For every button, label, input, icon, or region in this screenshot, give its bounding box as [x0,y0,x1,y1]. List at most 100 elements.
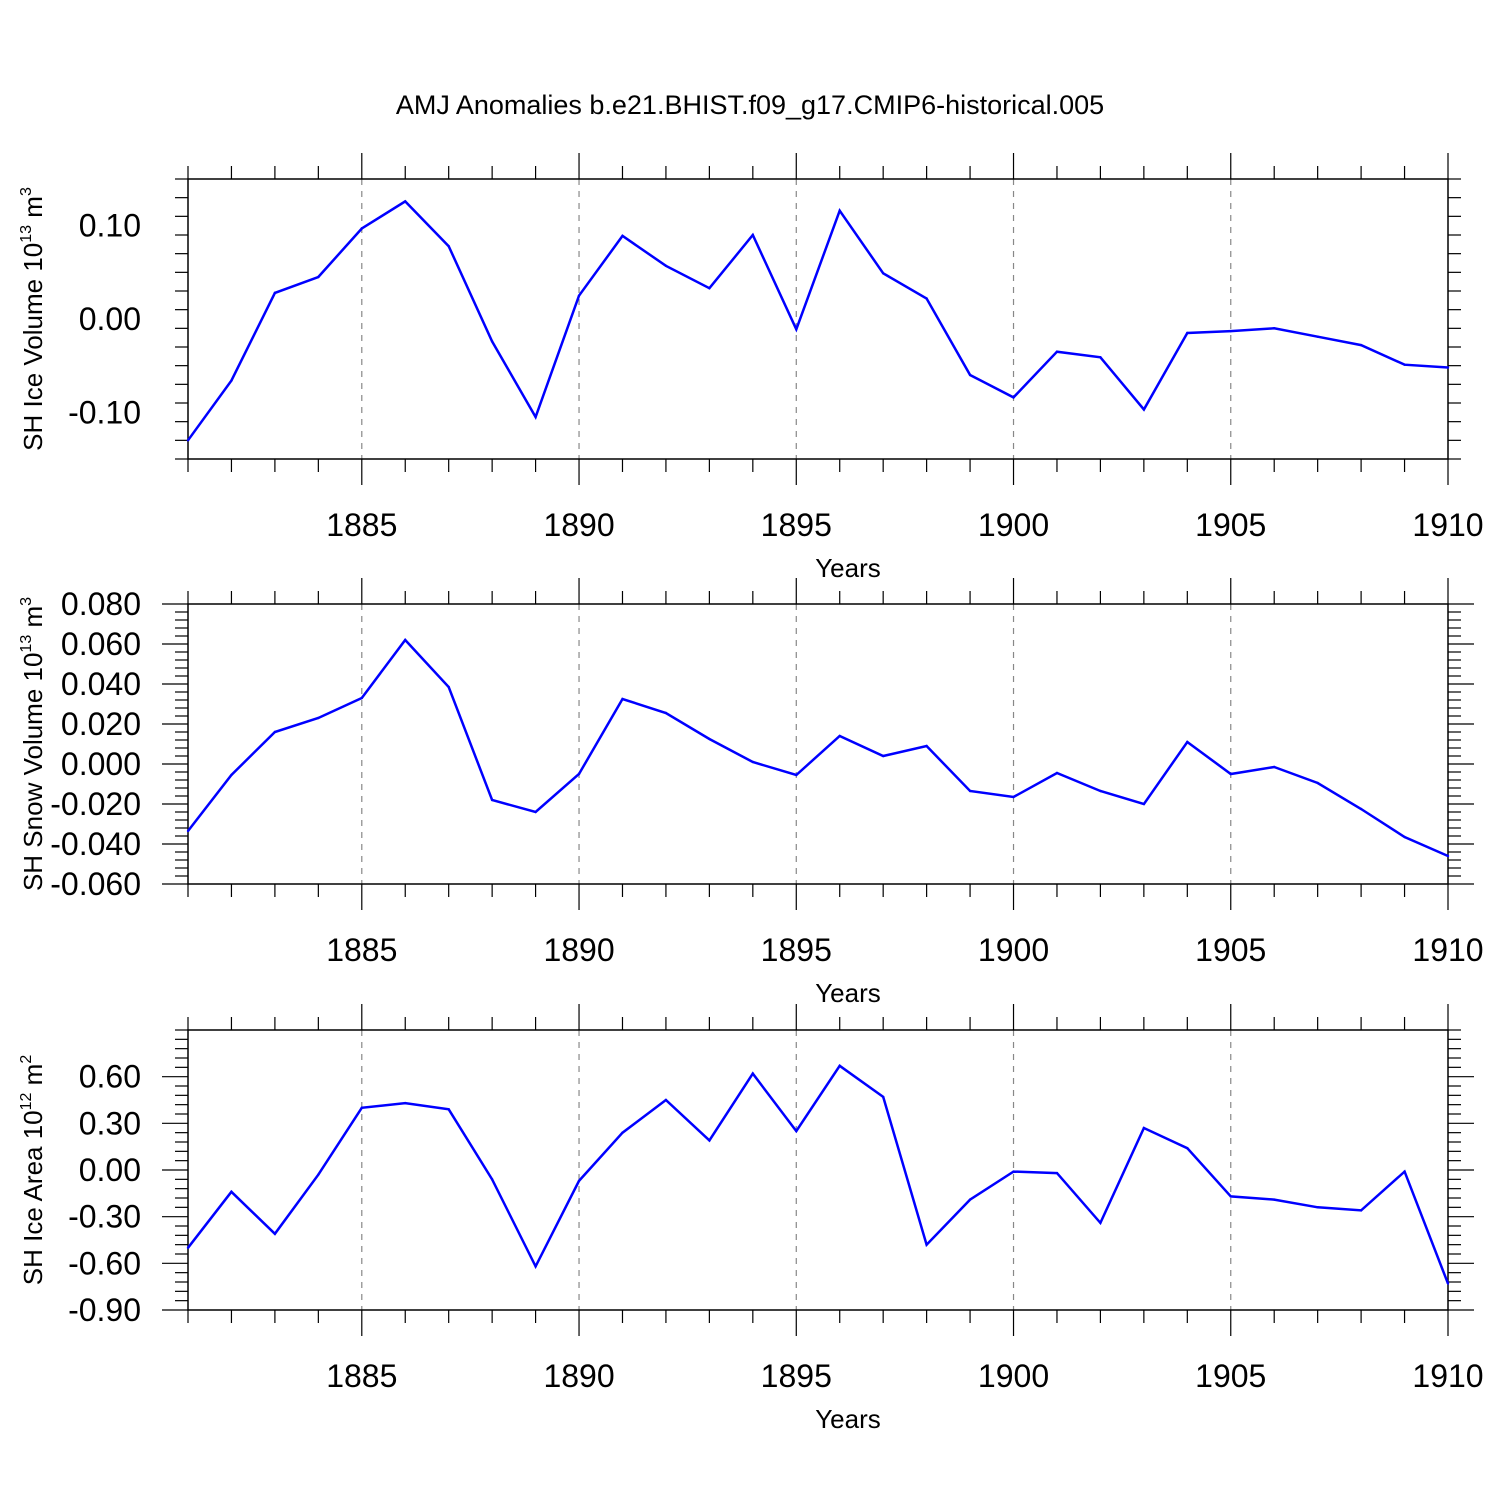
series-line [186,199,1449,442]
data-point-1892 [664,1098,668,1102]
x-tick-label: 1910 [1412,1358,1483,1394]
x-tick-label: 1905 [1195,932,1266,968]
data-point-1910 [1446,1282,1450,1285]
data-point-1884 [317,1173,320,1176]
y-tick-label: 0.080 [61,586,141,622]
data-point-1887 [447,245,450,248]
y-tick-label: -0.10 [68,394,141,430]
data-point-1887 [447,685,450,689]
data-point-1895 [795,328,798,331]
x-tick-label: 1900 [978,932,1049,968]
data-point-1909 [1403,363,1406,366]
data-point-1893 [708,1139,711,1142]
data-point-1882 [230,379,233,382]
data-point-1884 [317,716,320,720]
data-point-1907 [1316,335,1319,338]
data-point-1908 [1359,807,1363,811]
x-tick-label: 1895 [761,507,832,543]
y-tick-label: 0.000 [61,746,141,782]
data-point-1903 [1142,1126,1146,1130]
x-tick-label: 1885 [326,932,397,968]
data-point-1909 [1403,835,1406,839]
panel-3: 1885 1890 1895 1900 1905 1910 -0.90 -0.60 -0.30 0… [18,1004,1484,1434]
data-point-1889 [534,1265,537,1268]
plot-frame [187,178,1449,460]
plot-frame [187,603,1449,885]
data-point-1905 [1229,772,1232,776]
data-point-1910 [1446,854,1450,858]
y-tick-label: 0.30 [79,1105,141,1141]
y-tick-label: 0.020 [61,706,141,742]
data-point-1886 [404,1101,407,1105]
data-point-1899 [968,373,972,377]
data-point-1908 [1359,343,1363,347]
data-point-1895 [795,1129,798,1133]
data-point-1909 [1403,1170,1406,1173]
figure-title: AMJ Anomalies b.e21.BHIST.f09_g17.CMIP6-… [396,90,1104,120]
data-point-1907 [1316,1206,1319,1209]
data-point-1894 [751,233,755,237]
x-tick-label: 1895 [761,932,832,968]
series-line [187,1064,1450,1285]
y-tick-label: 0.60 [79,1059,141,1095]
data-point-1896 [838,209,841,212]
data-point-1886 [404,638,407,642]
data-point-1885 [360,227,363,230]
data-point-1894 [751,760,755,764]
data-point-1888 [490,340,494,343]
y-tick-label: -0.30 [68,1199,141,1235]
data-point-1910 [1446,366,1450,369]
y-axis-label: SH Snow Volume 1013 m3 [18,597,48,891]
data-point-1887 [447,1108,450,1111]
data-point-1897 [881,754,885,758]
x-axis-label: Years [815,553,881,583]
y-tick-label: -0.060 [50,866,141,902]
x-tick-label: 1885 [326,507,397,543]
x-axis-label: Years [815,1404,881,1434]
data-point-1900 [1012,795,1015,799]
data-point-1881 [186,439,190,442]
data-point-1889 [534,415,537,419]
data-point-1891 [621,234,624,238]
x-tick-label: 1910 [1412,507,1483,543]
y-tick-label: -0.60 [68,1245,141,1281]
data-point-1888 [490,798,494,802]
data-point-1894 [751,1072,755,1075]
data-point-1905 [1229,329,1232,333]
data-point-1884 [317,275,320,279]
data-point-1881 [186,829,190,833]
data-point-1899 [968,789,972,793]
data-point-1901 [1055,771,1059,775]
data-point-1882 [230,773,233,777]
plot-frame [187,1029,1449,1311]
data-point-1901 [1055,350,1059,353]
data-point-1900 [1012,396,1015,399]
y-tick-label: -0.020 [50,786,141,822]
data-point-1898 [925,297,928,300]
data-point-1905 [1229,1195,1232,1198]
data-point-1896 [838,734,841,738]
y-tick-label: 0.00 [79,1152,141,1188]
data-point-1908 [1359,1209,1363,1212]
data-point-1895 [795,773,798,777]
data-point-1897 [881,1095,885,1099]
data-point-1906 [1273,327,1276,330]
data-point-1885 [360,696,363,700]
y-tick-label: 0.10 [79,208,141,244]
data-point-1906 [1273,765,1276,769]
x-tick-label: 1900 [978,507,1049,543]
data-point-1883 [273,730,277,734]
data-point-1891 [621,1131,624,1134]
x-tick-label: 1890 [543,932,614,968]
data-point-1892 [664,711,668,715]
data-point-1890 [577,1179,581,1183]
data-point-1890 [577,294,581,297]
data-point-1890 [577,772,581,776]
x-tick-label: 1895 [761,1358,832,1394]
x-axis-label: Years [815,978,881,1008]
data-point-1897 [881,272,885,275]
data-point-1904 [1186,740,1189,744]
data-point-1889 [534,810,537,814]
y-axis-label: SH Ice Area 1012 m2 [18,1055,48,1286]
